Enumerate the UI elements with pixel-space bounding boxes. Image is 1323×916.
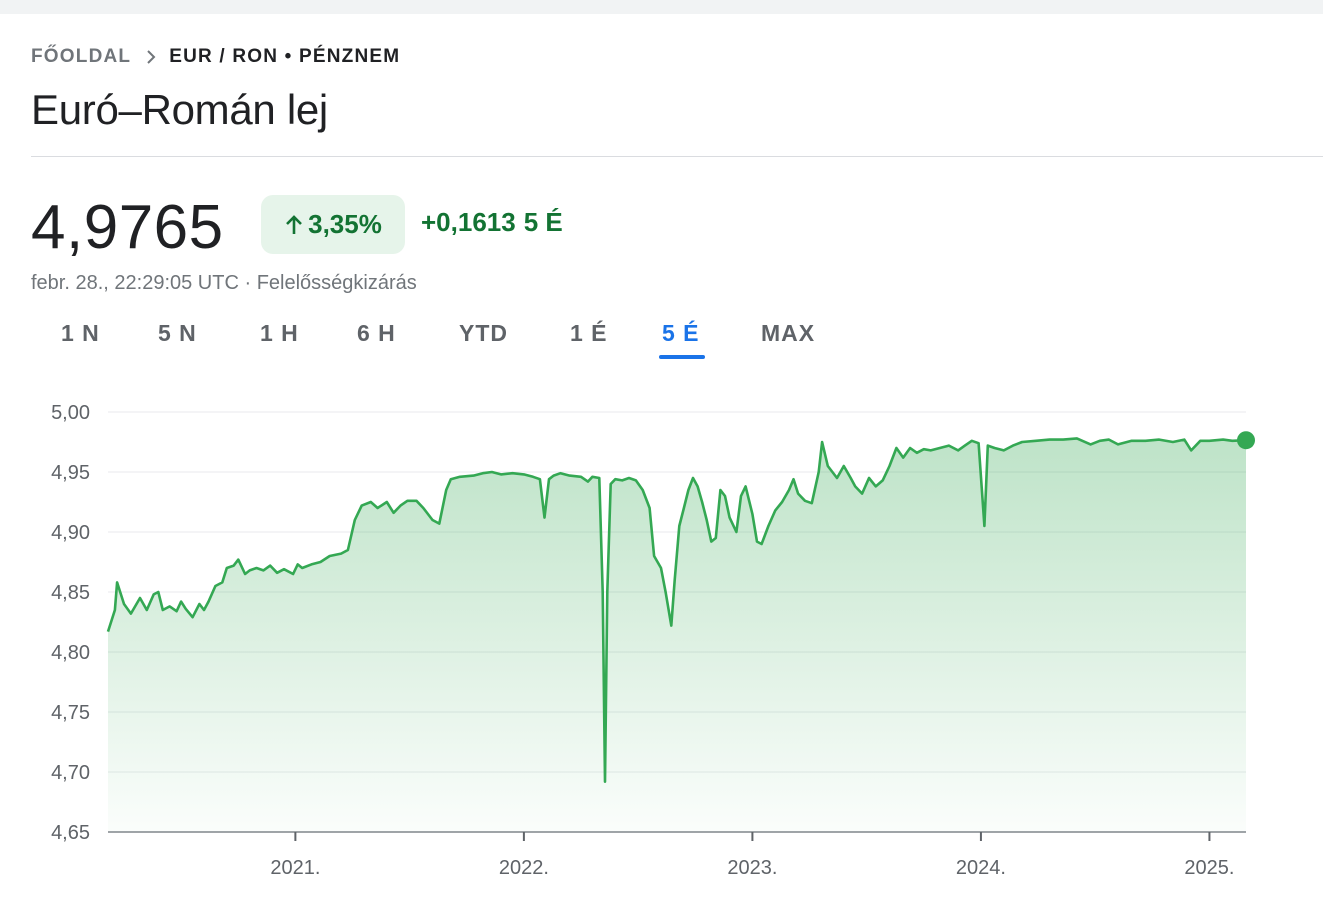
y-tick-label: 4,75 (51, 702, 90, 724)
x-tick-label: 2021. (270, 857, 320, 879)
tab-5-days[interactable]: 5 N (158, 320, 197, 346)
tab-1-day[interactable]: 1 N (61, 320, 100, 346)
breadcrumb: FŐOLDAL EUR / RON • PÉNZNEM (31, 46, 400, 68)
timestamp-text: febr. 28., 22:29:05 UTC · (31, 272, 257, 294)
percent-change-badge: 3,35% (261, 195, 405, 254)
timestamp: febr. 28., 22:29:05 UTC · Felelősségkizá… (31, 272, 417, 295)
x-tick-label: 2025. (1184, 857, 1234, 879)
tab-max[interactable]: MAX (761, 320, 816, 346)
tab-ytd[interactable]: YTD (459, 320, 508, 346)
tab-1-year[interactable]: 1 É (570, 320, 608, 346)
area-fill (108, 438, 1246, 832)
current-price: 4,9765 (31, 193, 224, 262)
top-strip (0, 0, 1323, 14)
change-period: 5 É (523, 207, 563, 237)
x-tick-label: 2022. (499, 857, 549, 879)
x-tick-label: 2023. (727, 857, 777, 879)
tab-6-months[interactable]: 6 H (357, 320, 396, 346)
y-tick-label: 4,80 (51, 642, 90, 664)
y-axis-labels: 5,00 4,95 4,90 4,85 4,80 4,75 4,70 4,65 (51, 402, 90, 844)
absolute-change: +0,1613 5 É (421, 207, 571, 238)
active-tab-underline (659, 355, 705, 359)
tab-5-years[interactable]: 5 É (662, 320, 700, 346)
y-tick-label: 4,65 (51, 822, 90, 844)
tab-1-month[interactable]: 1 H (260, 320, 299, 346)
chevron-right-icon (145, 49, 157, 65)
breadcrumb-home-link[interactable]: FŐOLDAL (31, 46, 132, 67)
y-tick-label: 4,70 (51, 762, 90, 784)
disclaimer-link[interactable]: Felelősségkizárás (256, 272, 417, 294)
percent-change: 3,35% (308, 209, 382, 239)
divider (31, 156, 1323, 157)
breadcrumb-current: EUR / RON • PÉNZNEM (169, 46, 401, 67)
y-tick-label: 4,85 (51, 582, 90, 604)
last-data-point (1237, 431, 1255, 450)
x-tick-label: 2024. (956, 857, 1006, 879)
arrow-up-icon (286, 214, 303, 234)
series-line (106, 437, 1247, 783)
exchange-rate-chart[interactable]: 5,004,954,904,854,804,754,704,65 2021. 20… (0, 380, 1323, 900)
change-value: +0,1613 (421, 207, 516, 237)
y-tick-label: 4,95 (51, 462, 90, 484)
x-axis-labels: 2021. 2022. 2023. 2024. 2025. (270, 832, 1234, 879)
y-tick-label: 5,00 (51, 402, 90, 424)
y-tick-label: 4,90 (51, 522, 90, 544)
page-title: Euró–Román lej (31, 86, 328, 133)
